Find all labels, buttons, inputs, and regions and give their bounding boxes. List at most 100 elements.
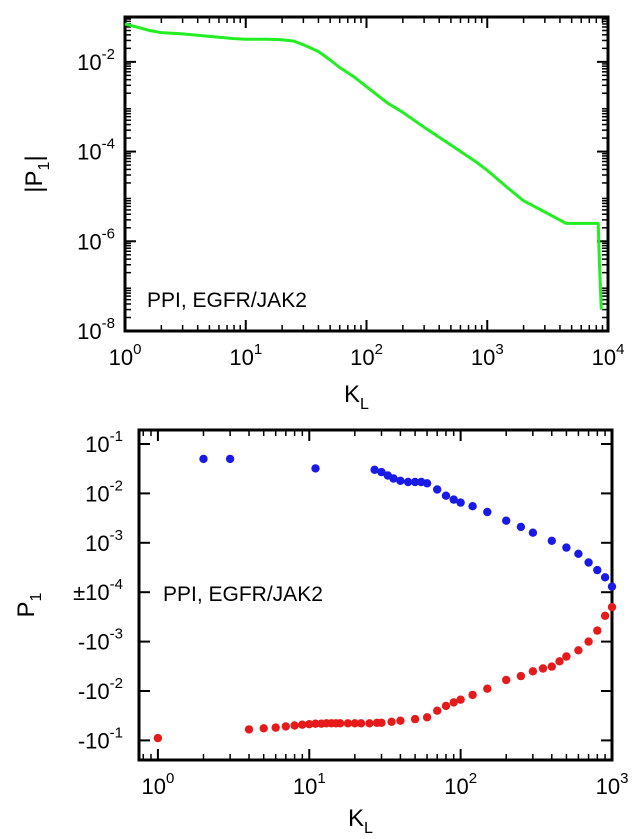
tick-marks xyxy=(139,430,613,760)
panel-annotation: PPI, EGFR/JAK2 xyxy=(147,289,307,312)
scatter-point xyxy=(516,522,526,532)
scatter-point xyxy=(259,724,268,733)
y-axis-label-main: |P xyxy=(21,170,48,192)
scatter-point xyxy=(555,657,564,666)
y-tick-label: -10-1 xyxy=(78,724,123,753)
scatter-point xyxy=(350,719,359,728)
plot-frame xyxy=(137,428,614,762)
scatter-point xyxy=(153,733,163,743)
scatter-point xyxy=(538,664,548,673)
y-tick-label: 10-1 xyxy=(85,428,123,457)
scatter-point xyxy=(574,646,583,655)
plot-data xyxy=(153,454,617,743)
x-axis-label-sub: L xyxy=(360,396,369,413)
y-tick-label: -10-2 xyxy=(78,675,123,704)
plot-data xyxy=(124,22,603,310)
scatter-point xyxy=(502,675,511,685)
scatter-point xyxy=(377,467,386,477)
x-tick-label: 102 xyxy=(444,770,477,799)
x-tick-label: 101 xyxy=(293,770,326,799)
scatter-point xyxy=(502,516,511,525)
scatter-point xyxy=(389,474,398,483)
x-tick-label: 100 xyxy=(109,341,142,370)
scatter-point xyxy=(483,507,492,517)
x-tick-label: 100 xyxy=(141,770,174,799)
scatter-point xyxy=(516,671,526,681)
y-tick-label: 10-3 xyxy=(85,527,123,556)
series-line xyxy=(124,22,603,310)
scatter-point xyxy=(433,706,442,715)
scatter-point xyxy=(441,701,451,711)
y-axis-label-end: | xyxy=(21,155,48,161)
scatter-point xyxy=(244,725,254,734)
scatter-point xyxy=(370,465,379,474)
scatter-point xyxy=(422,713,432,722)
scatter-point xyxy=(311,719,320,728)
scatter-point xyxy=(336,719,345,728)
scatter-point xyxy=(199,454,208,464)
y-tick-label: 10-8 xyxy=(77,315,115,344)
y-tick-label: 10-2 xyxy=(85,477,123,506)
y-tick-label: ±10-4 xyxy=(73,576,123,605)
x-axis-label-sub: L xyxy=(364,820,373,837)
scatter-point xyxy=(600,611,610,620)
scatter-point xyxy=(343,719,353,728)
scatter-point xyxy=(584,637,593,646)
y-axis-label-sub: 1 xyxy=(28,592,45,601)
scatter-point xyxy=(311,464,320,473)
scatter-point xyxy=(593,626,602,635)
scatter-point xyxy=(298,720,307,729)
scatter-point xyxy=(403,477,413,487)
y-tick-label: 10-2 xyxy=(77,46,115,75)
scatter-point xyxy=(271,723,280,732)
scatter-point xyxy=(441,491,451,500)
tick-marks xyxy=(124,17,609,332)
x-tick-label: 104 xyxy=(592,341,625,370)
scatter-point xyxy=(483,684,492,693)
scatter-point xyxy=(410,714,420,724)
scatter-point xyxy=(396,716,405,725)
x-tick-labels: 100 101 102 103 104 xyxy=(109,341,625,370)
scatter-point xyxy=(547,536,556,545)
y-tick-label: 10-4 xyxy=(77,136,115,165)
scatter-point xyxy=(396,476,405,485)
x-tick-label: 101 xyxy=(229,341,262,370)
scatter-point xyxy=(387,717,396,726)
y-axis-label-main: P xyxy=(13,601,40,617)
scatter-point xyxy=(562,543,571,552)
scatter-point xyxy=(365,719,374,728)
scatter-point xyxy=(449,698,458,707)
scatter-point xyxy=(528,667,538,676)
scatter-point xyxy=(422,479,432,488)
scatter-point xyxy=(356,719,366,728)
x-axis-label-main: K xyxy=(348,805,364,832)
scatter-point xyxy=(281,722,290,731)
scatter-point xyxy=(456,695,465,704)
y-axis-label-sub: 1 xyxy=(36,161,53,170)
scatter-point xyxy=(377,718,386,727)
scatter-point xyxy=(305,720,314,729)
y-axis-label: |P1| xyxy=(21,155,53,192)
scatter-point xyxy=(410,477,420,487)
panel-annotation: PPI, EGFR/JAK2 xyxy=(163,583,323,606)
y-axis-label: P1 xyxy=(13,592,45,617)
scatter-point xyxy=(433,485,442,494)
scatter-point xyxy=(468,690,477,700)
top-panel: 100 101 102 103 104 10-8 10-6 10-4 10-2 PPI, EG… xyxy=(21,15,625,413)
x-tick-label: 102 xyxy=(350,341,383,370)
y-tick-labels: 10-1 10-2 10-3 ±10-4 -10-3 -10-2 -10-1 xyxy=(73,428,123,753)
scatter-point xyxy=(547,662,556,671)
y-tick-label: -10-3 xyxy=(78,626,123,655)
x-tick-labels: 100 101 102 103 xyxy=(141,770,628,799)
scatter-point xyxy=(468,502,477,511)
scatter-point xyxy=(574,549,583,558)
scatter-point xyxy=(584,558,593,567)
scatter-point xyxy=(593,565,602,575)
x-axis-label-main: K xyxy=(344,381,360,408)
scatter-point xyxy=(607,602,617,612)
scatter-point xyxy=(528,528,538,537)
y-tick-labels: 10-8 10-6 10-4 10-2 xyxy=(77,46,115,344)
x-axis-label: KL xyxy=(344,381,369,413)
scatter-point xyxy=(225,454,235,464)
